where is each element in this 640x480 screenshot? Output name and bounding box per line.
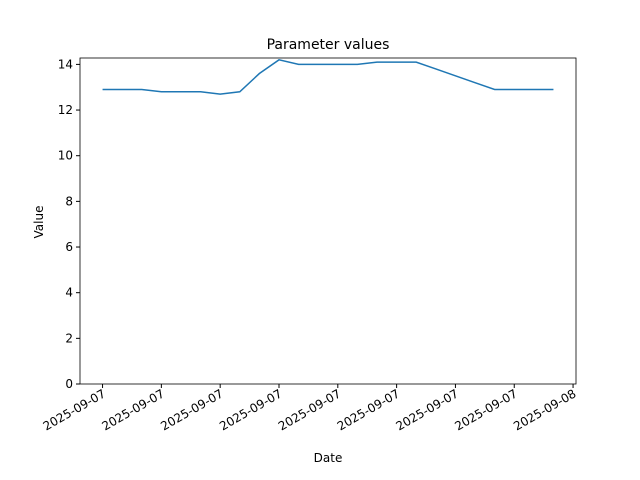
chart-title: Parameter values [267, 37, 390, 53]
y-tick-label: 8 [65, 194, 73, 208]
y-tick-label: 0 [65, 377, 73, 391]
y-tick-label: 2 [65, 331, 73, 345]
y-axis-label: Value [32, 206, 46, 239]
y-tick-label: 4 [65, 286, 73, 300]
x-axis-label: Date [314, 451, 343, 465]
y-tick-label: 6 [65, 240, 73, 254]
y-tick-label: 12 [58, 103, 73, 117]
data-line [102, 59, 554, 95]
y-tick-label: 10 [58, 149, 73, 163]
axes-frame [79, 57, 577, 385]
y-tick-label: 14 [58, 57, 73, 71]
